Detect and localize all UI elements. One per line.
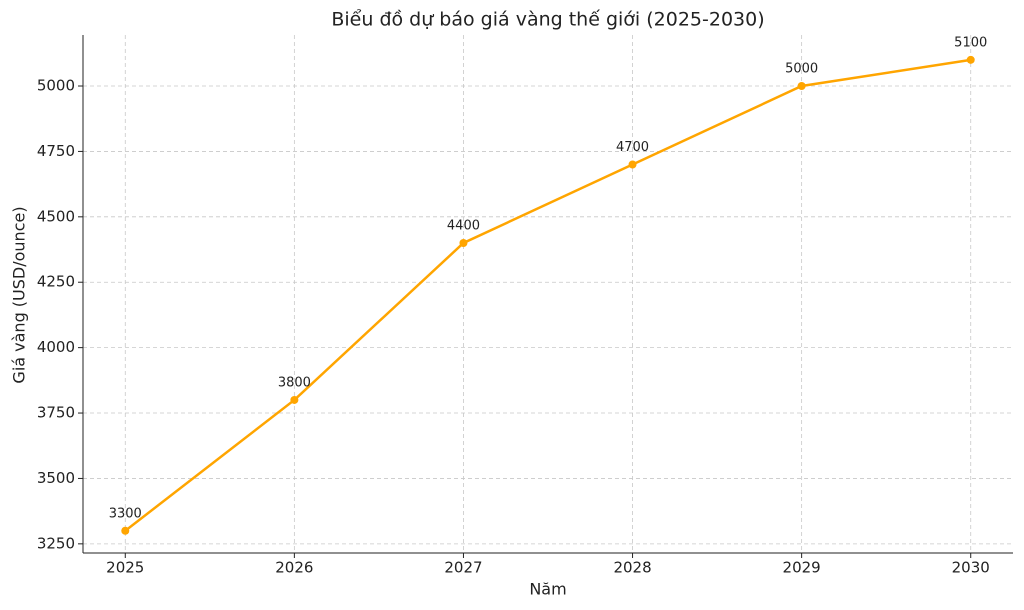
point [966, 55, 975, 64]
y-tick-label: 4250 [37, 273, 75, 291]
data-label: 4700 [616, 140, 649, 155]
x-tick-label: 2029 [783, 559, 821, 577]
x-tick-label: 2027 [444, 559, 482, 577]
x-tick-label: 2026 [275, 559, 313, 577]
chart-title: Biểu đồ dự báo giá vàng thế giới (2025-2… [331, 9, 764, 31]
x-tick-label: 2028 [613, 559, 651, 577]
y-tick-label: 3250 [37, 534, 75, 552]
y-tick-label: 3750 [37, 404, 75, 422]
point [459, 238, 468, 247]
y-tick-label: 4000 [37, 338, 75, 356]
y-tick-label: 3500 [37, 469, 75, 487]
y-axis-label: Giá vàng (USD/ounce) [10, 206, 29, 383]
y-tick-label: 4500 [37, 207, 75, 225]
point [290, 395, 299, 404]
x-axis-label: Năm [529, 580, 566, 599]
line [124, 58, 971, 532]
y-tick-label: 5000 [37, 77, 75, 95]
data-label: 5000 [785, 62, 818, 77]
data-label: 3300 [109, 506, 142, 521]
data-label: 4400 [447, 218, 480, 233]
x-tick-label: 2030 [952, 559, 990, 577]
point [121, 526, 130, 535]
x-tick-label: 2025 [106, 559, 144, 577]
data-label: 5100 [954, 35, 987, 50]
data-label: 3800 [278, 375, 311, 390]
y-tick-label: 4750 [37, 142, 75, 160]
point [797, 82, 806, 91]
point [628, 160, 637, 169]
